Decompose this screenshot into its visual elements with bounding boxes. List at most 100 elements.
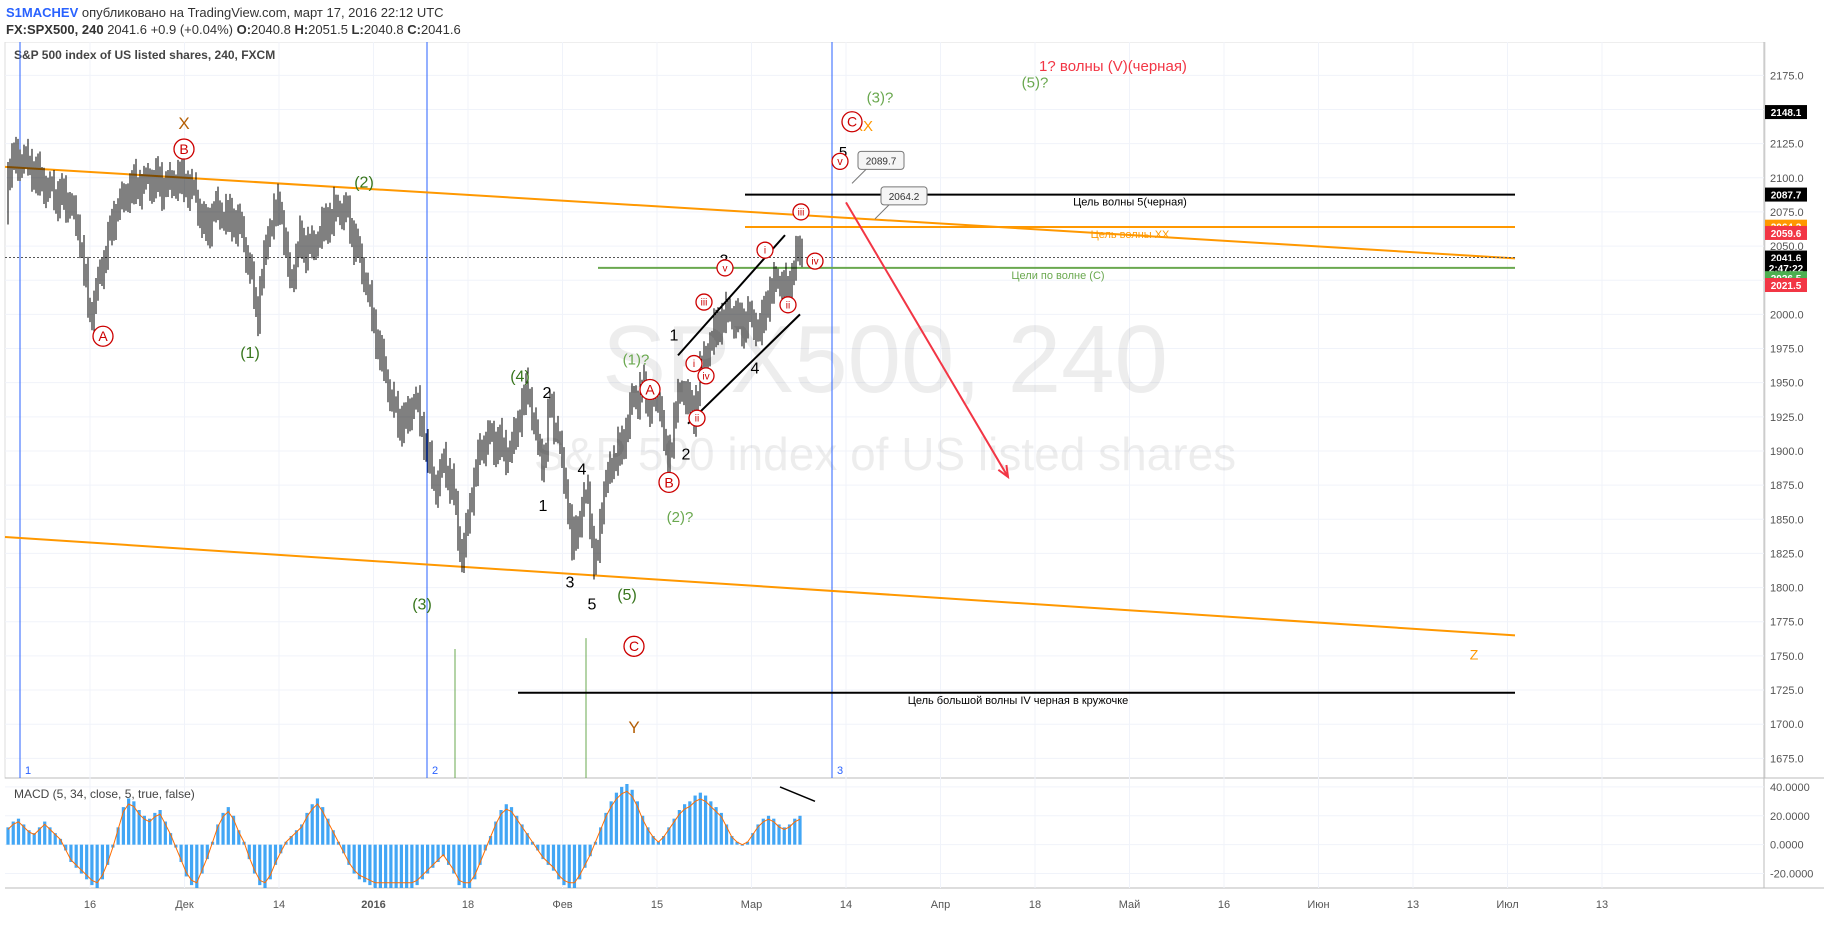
last-price: 2041.6	[107, 22, 147, 37]
macd-bar	[546, 844, 550, 865]
macd-bar	[148, 818, 152, 845]
macd-bar	[509, 807, 514, 845]
macd-bar	[279, 844, 283, 854]
time-tick-label: 18	[462, 899, 474, 911]
circled-wave-label: A	[98, 328, 108, 344]
wave-circle	[695, 293, 713, 311]
macd-bar	[16, 818, 21, 845]
macd-bar	[651, 836, 655, 845]
macd-tick-label: 40.0000	[1770, 782, 1810, 794]
target-text: Цель волны XX	[1091, 229, 1170, 241]
line-channel-up-2	[687, 313, 801, 425]
macd-bar	[536, 844, 540, 851]
macd-bar	[483, 844, 487, 851]
macd-bar	[703, 795, 708, 845]
open-value: 2040.8	[251, 22, 291, 37]
macd-bar	[662, 836, 666, 845]
wave-circle	[685, 354, 703, 373]
marker-line-label: 2	[432, 765, 438, 777]
macd-tick-label: 20.0000	[1770, 811, 1810, 823]
time-tick-label: 2016	[361, 899, 385, 911]
macd-bar	[635, 801, 640, 845]
macd-bar	[446, 844, 451, 865]
macd-bar	[305, 812, 309, 845]
macd-bar	[326, 818, 330, 845]
time-tick-label: Апр	[931, 899, 950, 911]
macd-bar	[168, 833, 173, 845]
macd-bar	[399, 844, 403, 888]
marker-line-label: 1	[25, 765, 31, 777]
circled-wave-label: B	[179, 141, 188, 157]
macd-bar	[357, 844, 362, 880]
author-link[interactable]: S1MACHEV	[6, 5, 79, 20]
macd-bar	[672, 818, 676, 845]
circled-wave-label: i	[693, 359, 695, 370]
wave-label: 4	[751, 360, 760, 377]
macd-bar	[431, 844, 435, 868]
time-tick-label: 18	[1029, 899, 1041, 911]
wave-circle	[779, 296, 797, 314]
macd-bar	[630, 789, 634, 845]
macd-bar	[467, 844, 472, 888]
wave-circle	[806, 252, 824, 270]
price-axis[interactable]: 1675.0 1700.0 1725.0 1750.0 1775.0 1800.0 1825…	[1770, 70, 1804, 765]
macd-bar	[693, 795, 697, 845]
macd-tick-label: -20.0000	[1770, 869, 1813, 881]
macd-bar	[751, 833, 755, 845]
macd-bar	[625, 784, 629, 845]
open-label: O:	[236, 22, 252, 37]
callout-box	[880, 186, 928, 206]
price-tag-label: 2087.7	[1771, 191, 1802, 202]
time-tick-label: 14	[273, 899, 285, 911]
macd-bar	[798, 815, 802, 845]
price-tick-label: 1825.0	[1770, 548, 1804, 560]
macd-bar	[478, 844, 482, 865]
macd-bar	[761, 818, 765, 845]
circled-wave-label: iv	[811, 257, 818, 268]
wave-label: 1? волны (V)(черная)	[1039, 58, 1187, 75]
macd-bar	[583, 844, 587, 868]
macd-bar	[205, 844, 209, 860]
macd-bar	[588, 844, 592, 857]
macd-bar	[562, 844, 566, 886]
callout-pointer	[874, 204, 890, 220]
wave-label: (3)	[412, 597, 432, 614]
wave-label: Y	[628, 718, 639, 737]
time-tick-label: 13	[1596, 899, 1608, 911]
wave-circle	[792, 203, 810, 221]
time-axis[interactable]: 16 Дек 14 2016 18 Фев 15 Мар 14 Апр 18 Май 16 Июн 13 Ию…	[84, 899, 1608, 911]
macd-bar	[179, 844, 183, 862]
macd-bar	[11, 821, 15, 845]
macd-bar	[347, 844, 351, 865]
time-tick-label: 16	[1218, 899, 1230, 911]
macd-bar	[195, 844, 199, 888]
circled-wave-label: B	[664, 474, 673, 490]
macd-tick-label: 0.0000	[1770, 840, 1804, 852]
macd-bar	[79, 844, 84, 874]
macd-bar	[599, 827, 603, 845]
macd-bar	[698, 792, 702, 845]
macd-bar	[315, 798, 320, 845]
price-bars	[7, 136, 803, 580]
macd-bar	[27, 830, 31, 845]
price-tick-label: 1850.0	[1770, 514, 1804, 526]
time-tick-label: Июл	[1496, 899, 1518, 911]
circled-wave-label: iii	[701, 298, 708, 309]
macd-bar	[462, 844, 466, 888]
wave-label: 1	[670, 327, 679, 344]
time-tick-label: 15	[651, 899, 663, 911]
macd-bar	[189, 844, 194, 886]
wave-label: (5)	[617, 587, 637, 604]
macd-bar	[641, 815, 645, 845]
macd-bar	[64, 844, 68, 851]
price-tag-label: 2041.6	[1771, 254, 1802, 265]
macd-bar	[578, 844, 582, 880]
macd-bar	[677, 810, 681, 845]
price-chart[interactable]: SPX500, 240 S&P 500 index of US listed s…	[0, 42, 1824, 931]
volume-spikes	[454, 638, 587, 778]
price-tick-label: 1975.0	[1770, 344, 1804, 356]
grid-lines	[5, 42, 1764, 888]
circled-wave-label: ii	[786, 300, 790, 311]
time-tick-label: Фев	[552, 899, 572, 911]
wave-label: (1)	[240, 345, 260, 362]
